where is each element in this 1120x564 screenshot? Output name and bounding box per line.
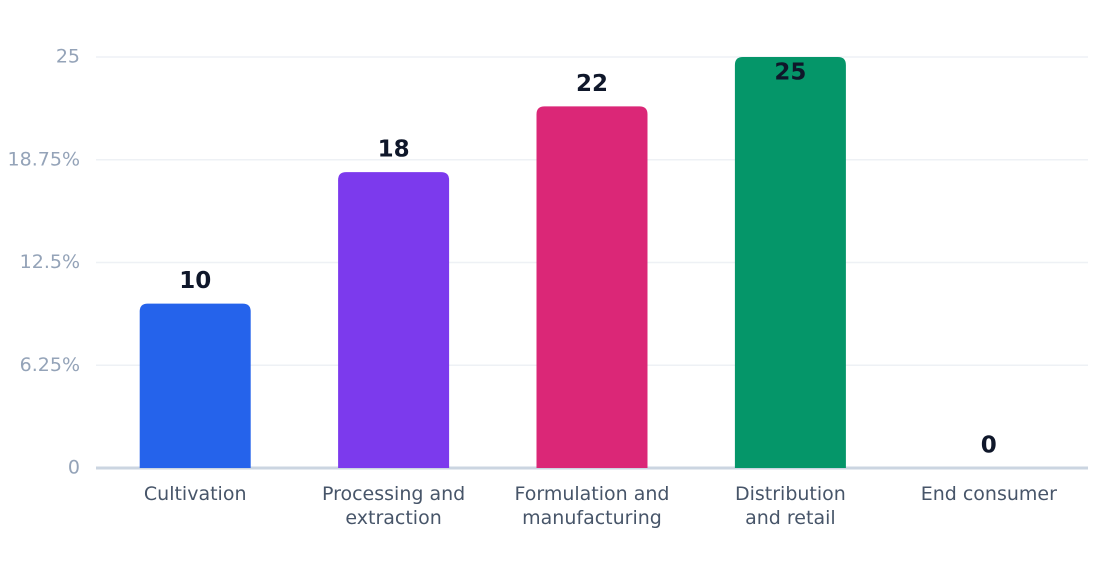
y-tick-label: 18.75% [8, 148, 80, 170]
bar [338, 172, 450, 468]
value-label: 25 [774, 60, 806, 86]
x-tick-label: Distribution and retail [735, 483, 846, 529]
x-tick-label: Processing and extraction [322, 483, 465, 529]
value-label: 0 [981, 433, 997, 459]
y-tick-label: 25 [56, 46, 80, 68]
y-tick-label: 6.25% [20, 354, 80, 376]
bar [139, 303, 251, 468]
x-tick-label: Cultivation [144, 483, 247, 505]
bar [536, 106, 648, 468]
value-label: 18 [378, 137, 410, 163]
x-tick-label: Formulation and manufacturing [514, 483, 669, 529]
x-tick-label: End consumer [921, 483, 1057, 505]
y-tick-label: 0 [68, 457, 80, 479]
value-label: 10 [179, 268, 211, 294]
y-tick-label: 12.5% [20, 251, 80, 273]
value-label: 22 [576, 71, 608, 97]
bar [734, 57, 846, 468]
